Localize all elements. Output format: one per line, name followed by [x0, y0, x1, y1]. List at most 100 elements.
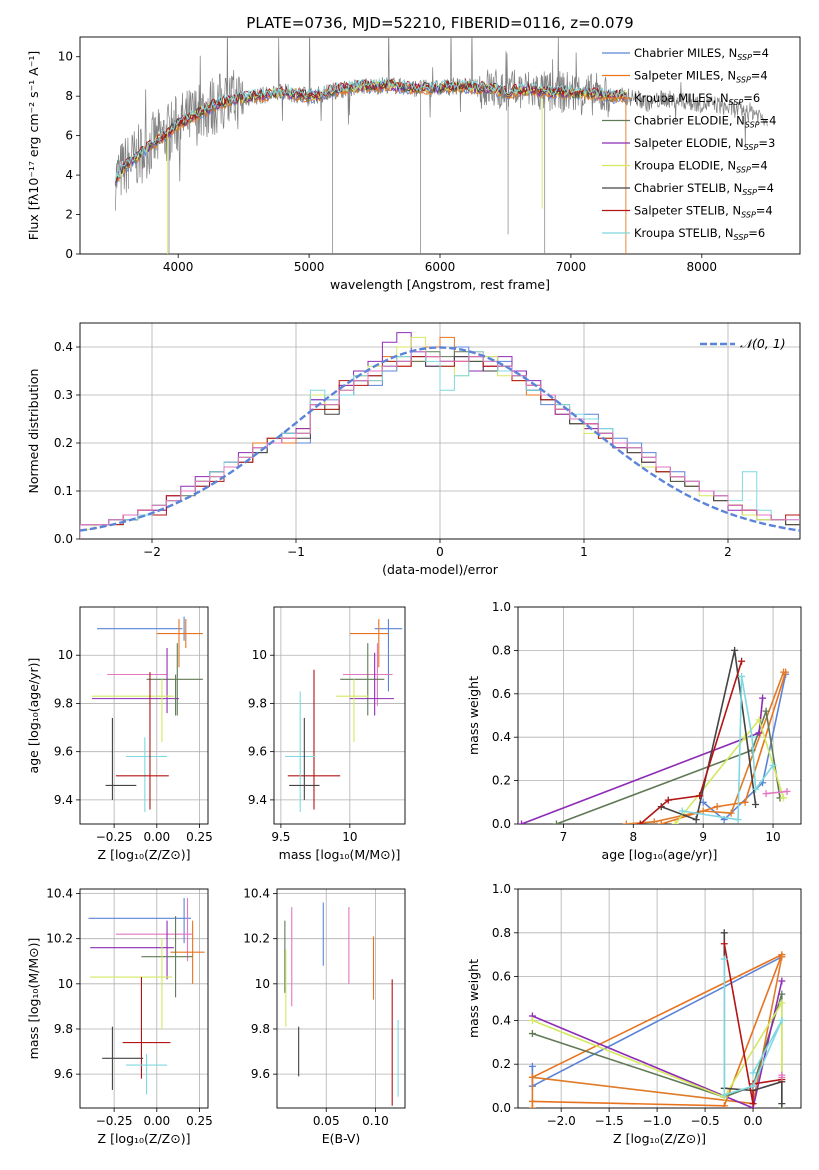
weight-marker	[650, 818, 658, 824]
x-axis-label: wavelength [Angstrom, rest frame]	[330, 277, 550, 292]
x-tick-label: 5000	[294, 260, 325, 274]
weight-marker	[657, 820, 665, 824]
y-tick-label: 1.0	[492, 600, 511, 614]
panel-6: −0.25 0.00 0.25 9.6 9.8 10 10.2 10.4 Z [log₁₀(Z/…	[26, 887, 213, 1146]
axes-frame	[79, 888, 209, 1109]
y-tick-label: 10.2	[46, 932, 73, 946]
errorbar-plot	[284, 902, 399, 1106]
histogram-plot	[80, 332, 800, 539]
legend-entry: Salpeter MILES, NSSP=4	[634, 69, 768, 85]
weight-marker	[528, 1104, 536, 1108]
model-spectrum	[114, 78, 627, 185]
weight-marker	[713, 803, 721, 811]
weight-marker	[678, 807, 686, 815]
weight-marker	[752, 785, 760, 793]
x-tick-label: −2.0	[547, 1114, 576, 1128]
x-tick-label: 0.10	[362, 1114, 389, 1128]
weight-line	[639, 661, 743, 824]
weight-line	[766, 790, 788, 795]
y-tick-label: 0.0	[492, 1101, 511, 1115]
weight-marker	[528, 1016, 536, 1024]
spectrum-plot	[114, 37, 768, 254]
y-axis-label: Normed distribution	[26, 369, 41, 494]
y-tick-label: 9.8	[251, 1022, 270, 1036]
weight-line	[682, 676, 774, 821]
legend-entry: Salpeter ELODIE, NSSP=3	[634, 136, 775, 152]
panel-5: 7 8 9 10 0.0 0.2 0.4 0.6 0.8 1.0 age [log₁₀(age/yr…	[466, 600, 802, 862]
x-axis-label: Z [log₁₀(Z/Z⊙)]	[613, 1131, 706, 1146]
errorbar	[146, 643, 203, 716]
y-tick-label: 9.6	[54, 1067, 73, 1081]
weight-marker	[518, 820, 525, 824]
x-tick-label: 0	[436, 545, 444, 559]
x-tick-label: 4000	[163, 260, 194, 274]
weight-plot	[518, 646, 791, 824]
y-tick-label: 8	[65, 89, 73, 103]
legend-entry: Chabrier MILES, NSSP=4	[634, 46, 769, 62]
errorbar-plot	[88, 898, 205, 1095]
y-tick-label: 9.8	[54, 696, 73, 710]
legend-entry: Chabrier ELODIE, NSSP=4	[634, 114, 776, 130]
weight-marker	[762, 707, 770, 715]
weight-marker	[752, 800, 760, 808]
x-tick-label: 0.05	[313, 1114, 340, 1128]
x-tick-label: 0.00	[143, 1114, 170, 1128]
y-tick-label: 9.6	[251, 1067, 270, 1081]
y-tick-label: 10.4	[243, 887, 270, 901]
x-tick-label: 0.0	[743, 1114, 762, 1128]
x-axis-label: (data-model)/error	[382, 562, 499, 577]
weight-plot	[528, 929, 786, 1108]
x-tick-label: 1	[580, 545, 588, 559]
y-tick-label: 0.0	[492, 817, 511, 831]
y-tick-label: 0.4	[54, 340, 73, 354]
y-tick-label: 9.4	[248, 793, 267, 807]
weight-marker	[528, 1073, 536, 1081]
x-tick-label: −0.25	[96, 1114, 133, 1128]
y-tick-label: 2	[65, 208, 73, 222]
weight-line	[660, 650, 757, 821]
x-tick-label: −1	[287, 545, 305, 559]
legend-entry: Salpeter STELIB, NSSP=4	[634, 204, 773, 220]
residual-histogram	[80, 351, 800, 539]
x-tick-label: 10	[765, 830, 780, 844]
weight-marker	[720, 955, 728, 963]
weight-marker	[720, 1091, 728, 1099]
weight-marker	[696, 792, 704, 800]
y-tick-label: 10	[58, 648, 73, 662]
weight-marker	[749, 1100, 757, 1108]
y-tick-label: 9.8	[54, 1022, 73, 1036]
weight-marker	[734, 816, 742, 824]
y-tick-label: 0.8	[492, 926, 511, 940]
errorbar-plot	[91, 616, 203, 812]
panel-7: 0.05 0.10 9.6 9.8 10 10.2 10.4 E(B-V)	[243, 887, 406, 1146]
y-axis-label: age [log₁₀(age/yr)]	[26, 658, 41, 774]
axes-frame	[79, 606, 209, 825]
y-axis-label: mass weight	[466, 959, 481, 1038]
weight-marker	[778, 977, 786, 985]
weight-line	[674, 718, 785, 824]
x-axis-label: mass [log₁₀(M/M⊙)]	[279, 847, 401, 862]
y-tick-label: 0.2	[492, 1057, 511, 1071]
model-spectrum	[114, 79, 627, 183]
weight-marker	[727, 809, 735, 817]
weight-marker	[699, 807, 707, 815]
x-tick-label: −2	[143, 545, 161, 559]
weight-line	[532, 980, 783, 1108]
x-tick-label: 8	[629, 830, 637, 844]
weight-line	[531, 956, 783, 1108]
model-spectrum	[114, 81, 627, 186]
weight-marker	[778, 1016, 786, 1024]
axes-frame	[276, 888, 406, 1109]
y-tick-label: 0.2	[54, 436, 73, 450]
y-tick-label: 0.6	[492, 687, 511, 701]
y-tick-label: 0.4	[492, 1013, 511, 1027]
y-tick-label: 10	[255, 977, 270, 991]
weight-marker	[748, 733, 756, 741]
y-axis-label: mass weight	[466, 676, 481, 755]
weight-marker	[731, 646, 739, 654]
gridlines	[274, 607, 405, 824]
weight-marker	[780, 794, 788, 802]
weight-marker	[528, 1062, 536, 1070]
x-tick-label: 0.25	[186, 830, 213, 844]
